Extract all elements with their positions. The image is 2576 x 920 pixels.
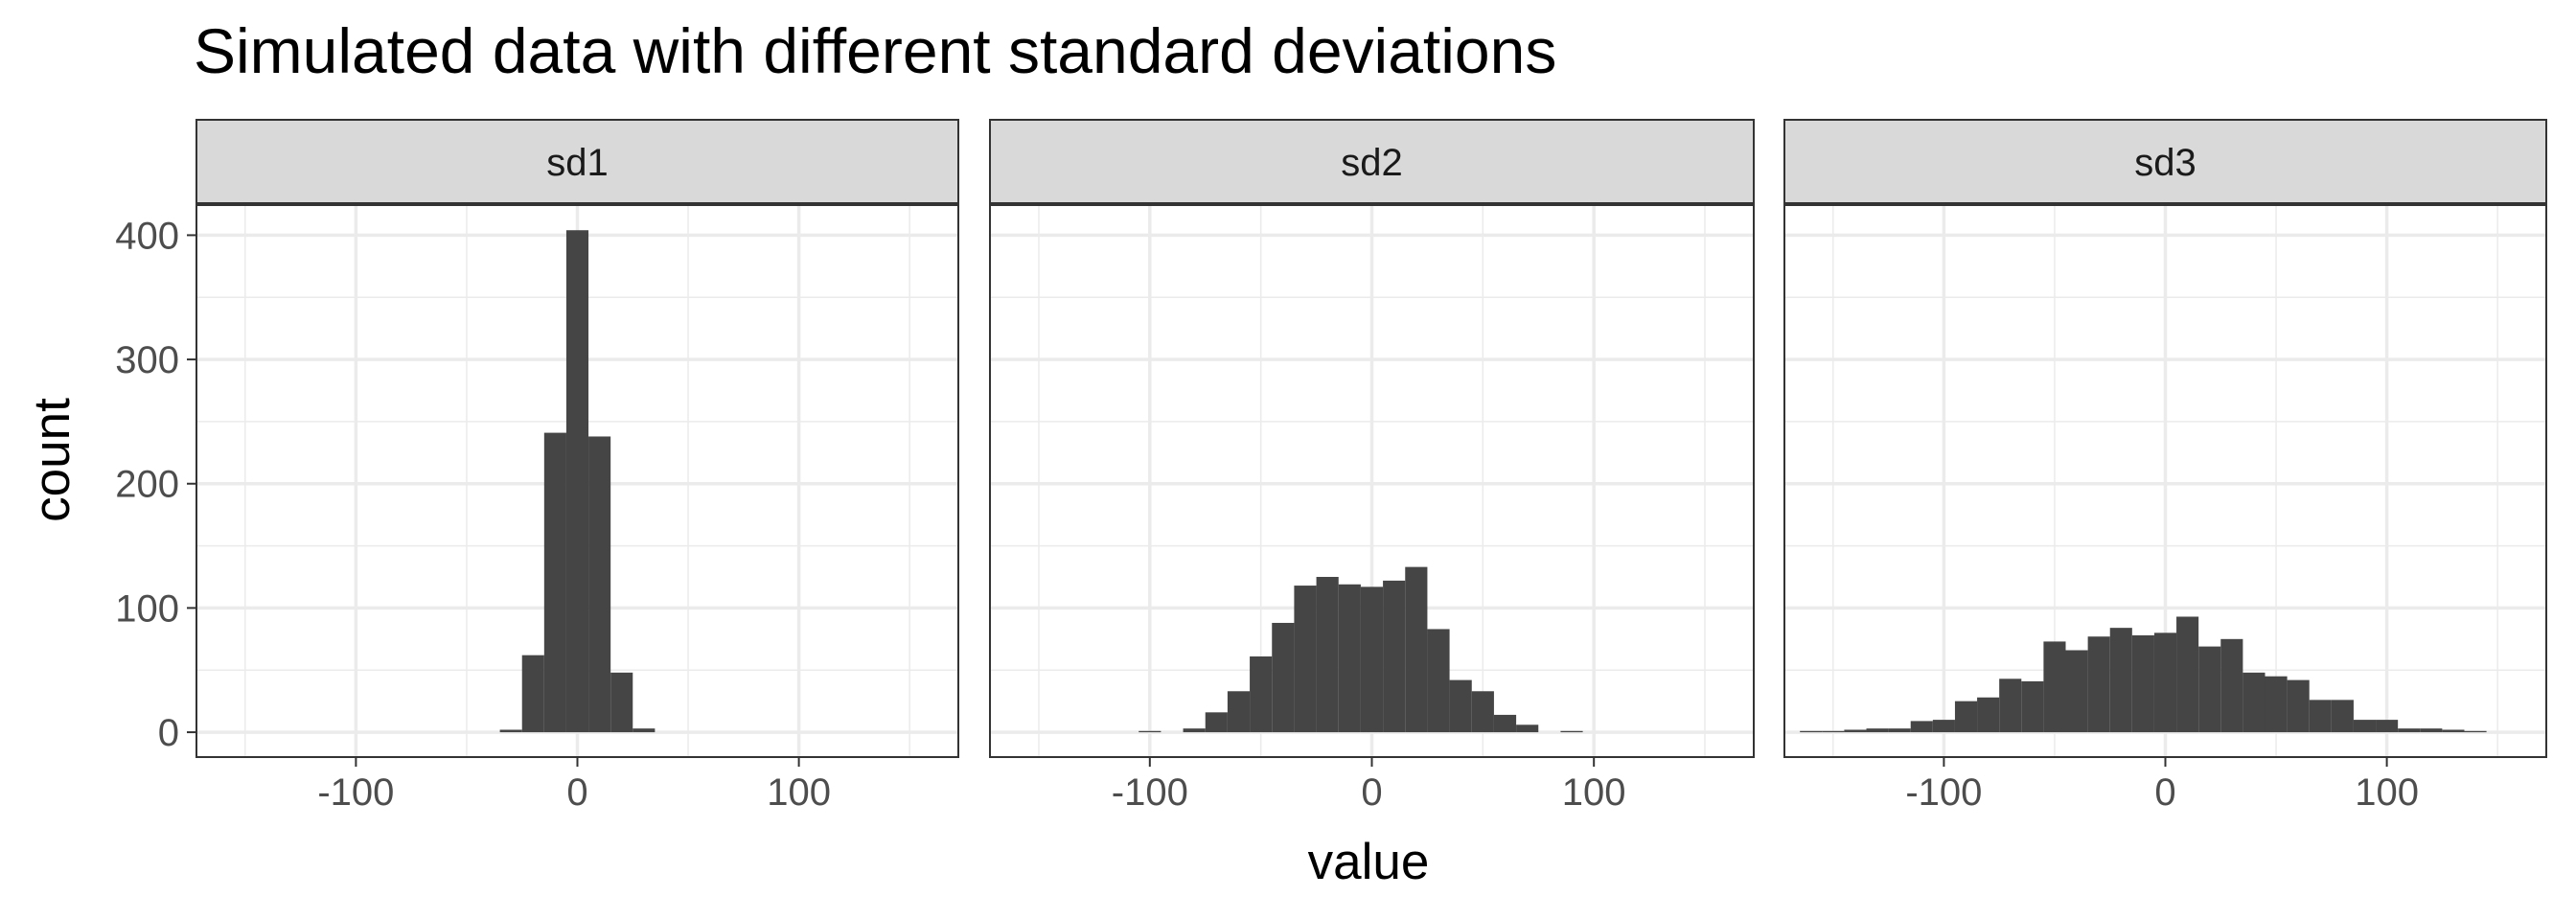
x-axis-title: value [1308,834,1430,890]
histogram-bar [2176,616,2199,733]
facet-strip-label: sd1 [546,142,609,184]
y-tick-label: 0 [158,712,179,754]
y-tick-label: 100 [115,587,179,630]
histogram-bar [1449,679,1472,733]
histogram-bar [1516,724,1539,733]
histogram-bar [1844,729,1867,733]
histogram-bar [1866,728,1889,733]
facet-panel-sd3: sd3 -100 0 100 [1783,119,2547,814]
y-tick-label: 200 [115,464,179,506]
histogram-bar [1888,728,1911,733]
x-tick-label: 0 [2154,771,2175,814]
y-tick-label: 400 [115,215,179,257]
histogram-bar [565,230,589,733]
histogram-bar [1910,721,1933,733]
histogram-bar [1138,730,1162,733]
facet-strip-label: sd3 [2134,142,2196,184]
x-tick-label: 100 [767,771,831,814]
histogram-bar [2242,672,2266,733]
histogram-bar [1493,714,1517,733]
histogram-bar [2376,720,2399,733]
facet-strip [989,119,1755,205]
histogram-bar [2420,728,2443,733]
histogram-bar [2065,650,2088,733]
histogram-bar [1954,701,1978,733]
histogram-bar [2220,638,2243,733]
histogram-bar [1316,576,1339,733]
histogram-bar [2198,646,2221,733]
histogram-bar [2153,632,2177,733]
histogram-bar [1205,712,1228,733]
histogram-bar [2353,720,2377,733]
histogram-bar [521,655,544,733]
histogram-bar [499,729,522,733]
y-axis-title: count [24,398,80,522]
histogram-bar [2109,628,2132,733]
histogram-bar [632,728,656,733]
x-tick-label: -100 [1112,771,1188,814]
y-tick-label: 300 [115,339,179,381]
histogram-bar [1360,586,1384,733]
histogram-bar [1471,691,1494,733]
facet-strip-label: sd2 [1341,142,1403,184]
histogram-bar [1999,678,2022,733]
facet-panel-sd2: sd2 -100 0 100 [989,119,1755,814]
facet-strip [1783,119,2547,205]
histogram-bar [2398,728,2421,733]
x-tick-label: 0 [566,771,587,814]
histogram-bar [1822,730,1845,733]
histogram-bar [588,436,611,733]
histogram-bar [543,432,566,733]
histogram-bar [1183,728,1206,733]
histogram-bar [2287,679,2310,733]
histogram-bar [2442,729,2465,733]
histogram-bar [1932,720,1955,733]
histogram-bar [1338,584,1361,733]
facet-panel-sd1: sd1 -100 0 100 0 100 200 300 400 [115,119,959,814]
histogram-bar [2021,680,2044,733]
x-tick-label: -100 [1905,771,1982,814]
x-tick-label: 100 [1562,771,1626,814]
histogram-bar [1977,697,2000,733]
histogram-bar [1294,586,1317,733]
histogram-bar [2464,730,2487,733]
histogram-bar [1800,730,1823,733]
histogram-bar [1250,656,1273,733]
histogram-bar [2043,641,2066,733]
histogram-bar [2131,634,2154,733]
histogram-bar [2331,700,2354,733]
histogram-bar [2309,700,2332,733]
histogram-bar [2265,676,2288,733]
histogram-bar [1560,730,1583,733]
histogram-bar [610,672,633,733]
histogram-bar [1272,622,1295,733]
x-tick-label: -100 [317,771,394,814]
histogram-bar [1405,566,1428,733]
x-tick-label: 0 [1361,771,1382,814]
facet-panels: sd1 -100 0 100 0 100 200 300 400 sd2 -100 0 100 sd3 -1… [115,119,2547,814]
histogram-bar [2087,636,2110,733]
histogram-bar [1227,691,1251,733]
histogram-bar [1427,629,1450,733]
histogram-bar [1383,580,1406,733]
x-tick-label: 100 [2355,771,2419,814]
chart-title: Simulated data with different standard d… [194,15,1556,86]
